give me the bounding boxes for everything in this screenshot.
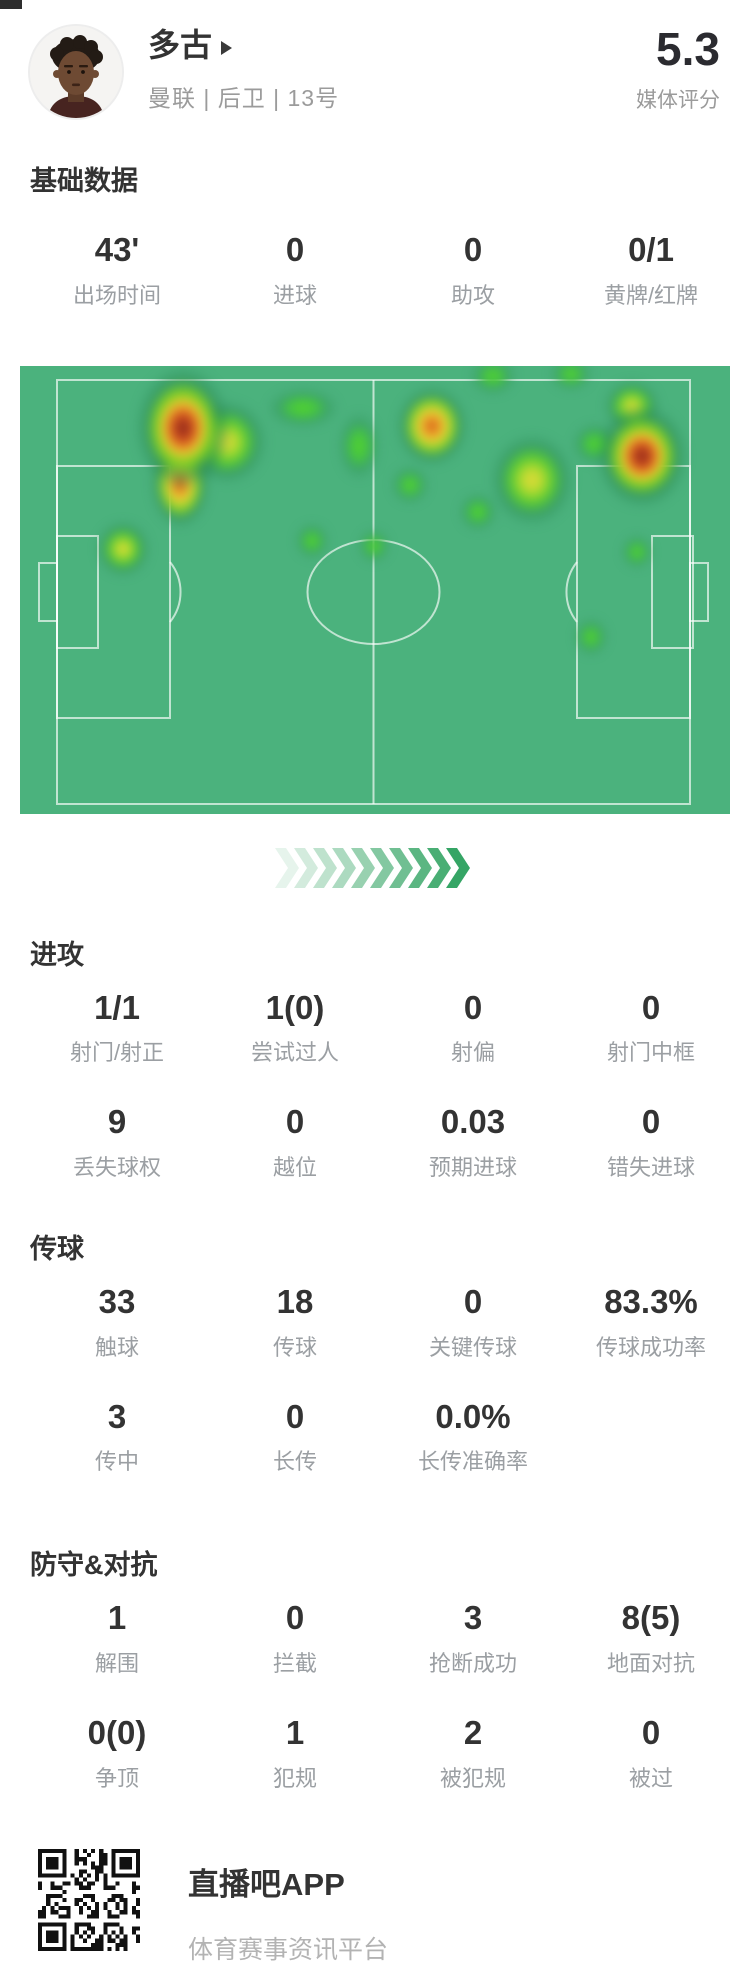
stat-passes: 18 传球 — [272, 1283, 317, 1360]
stat-shots-on-target: 1/1 射门/射正 — [69, 988, 165, 1066]
stat-interceptions: 0 拦截 — [272, 1599, 317, 1677]
stat-dribble-attempts: 1(0) 尝试过人 — [250, 988, 339, 1066]
section-title-attack: 进攻 — [30, 939, 84, 970]
stat-tackles-won: 3 抢断成功 — [428, 1599, 517, 1677]
stat-long-balls: 0 长传 — [272, 1397, 317, 1475]
stat-key-passes: 0 关键传球 — [428, 1283, 517, 1360]
stat-big-chances-missed: 0 错失进球 — [606, 1103, 695, 1181]
stat-long-ball-accuracy: 0.0% 长传准确率 — [417, 1397, 528, 1475]
stat-assists: 0 助攻 — [450, 231, 495, 308]
rating-label: 媒体评分 — [636, 89, 720, 112]
stat-pass-accuracy: 83.3% 传球成功率 — [595, 1283, 706, 1360]
stat-dribbled-past: 0 被过 — [628, 1714, 673, 1791]
passing-stats-row-2: 3 传中 0 长传 0.0% 长传准确率 — [0, 1397, 750, 1477]
stat-cards: 0/1 黄牌/红牌 — [603, 231, 699, 308]
stat-clearances: 1 解围 — [94, 1599, 139, 1677]
player-heatmap — [20, 365, 730, 814]
stat-empty-cell — [562, 1400, 740, 1477]
app-footer: 直播吧APP 体育赛事资讯平台 — [36, 1846, 750, 1966]
stat-possession-lost: 9 丢失球权 — [72, 1103, 161, 1181]
stat-was-fouled: 2 被犯规 — [439, 1714, 506, 1791]
heatmap-blobs — [20, 365, 730, 814]
app-name: 直播吧APP — [188, 1866, 345, 1902]
section-title-passing: 传球 — [30, 1234, 84, 1265]
disclosure-arrow-icon — [221, 40, 233, 55]
attack-stats-row-1: 1/1 射门/射正 1(0) 尝试过人 0 射偏 0 射门中框 — [0, 988, 750, 1068]
rating-value: 5.3 — [656, 23, 720, 75]
basic-stats-row: 43' 出场时间 0 进球 0 助攻 0/1 黄牌/红牌 — [0, 231, 750, 310]
stat-offsides: 0 越位 — [272, 1103, 317, 1181]
stat-goals: 0 进球 — [272, 231, 317, 308]
player-name: 多古 — [148, 27, 213, 63]
app-tagline: 体育赛事资讯平台 — [188, 1935, 389, 1964]
stat-minutes-played: 43' 出场时间 — [72, 231, 161, 308]
section-title-defense: 防守&对抗 — [30, 1550, 158, 1581]
media-rating: 5.3 媒体评分 — [636, 24, 720, 114]
attack-direction-band — [0, 846, 750, 890]
player-team-info: 曼联 | 后卫 | 13号 — [148, 85, 340, 112]
stat-expected-goals: 0.03 预期进球 — [428, 1103, 517, 1181]
player-name-row[interactable]: 多古 — [148, 27, 636, 63]
screenshot-artifact — [0, 0, 22, 9]
stat-aerial-duels: 0(0) 争顶 — [87, 1714, 147, 1791]
passing-stats-row-1: 33 触球 18 传球 0 关键传球 83.3% 传球成功率 — [0, 1283, 750, 1362]
section-title-basic: 基础数据 — [30, 166, 138, 196]
forward-chevrons-icon — [275, 847, 470, 888]
stat-shots-woodwork: 0 射门中框 — [606, 988, 695, 1066]
attack-stats-row-2: 9 丢失球权 0 越位 0.03 预期进球 0 错失进球 — [0, 1105, 750, 1182]
defense-stats-row-1: 1 解围 0 拦截 3 抢断成功 8(5) 地面对抗 — [0, 1601, 750, 1678]
stat-fouls: 1 犯规 — [272, 1714, 317, 1791]
qr-code — [36, 1846, 142, 1953]
defense-stats-row-2: 0(0) 争顶 1 犯规 2 被犯规 0 被过 — [0, 1714, 750, 1793]
stat-touches: 33 触球 — [94, 1283, 139, 1360]
player-photo — [30, 26, 122, 118]
stat-crosses: 3 传中 — [94, 1397, 139, 1475]
player-avatar[interactable] — [28, 24, 124, 120]
stat-shots-off-target: 0 射偏 — [450, 988, 495, 1066]
player-header: 多古 曼联 | 后卫 | 13号 5.3 媒体评分 — [0, 0, 750, 120]
stat-ground-duels: 8(5) 地面对抗 — [606, 1599, 695, 1677]
